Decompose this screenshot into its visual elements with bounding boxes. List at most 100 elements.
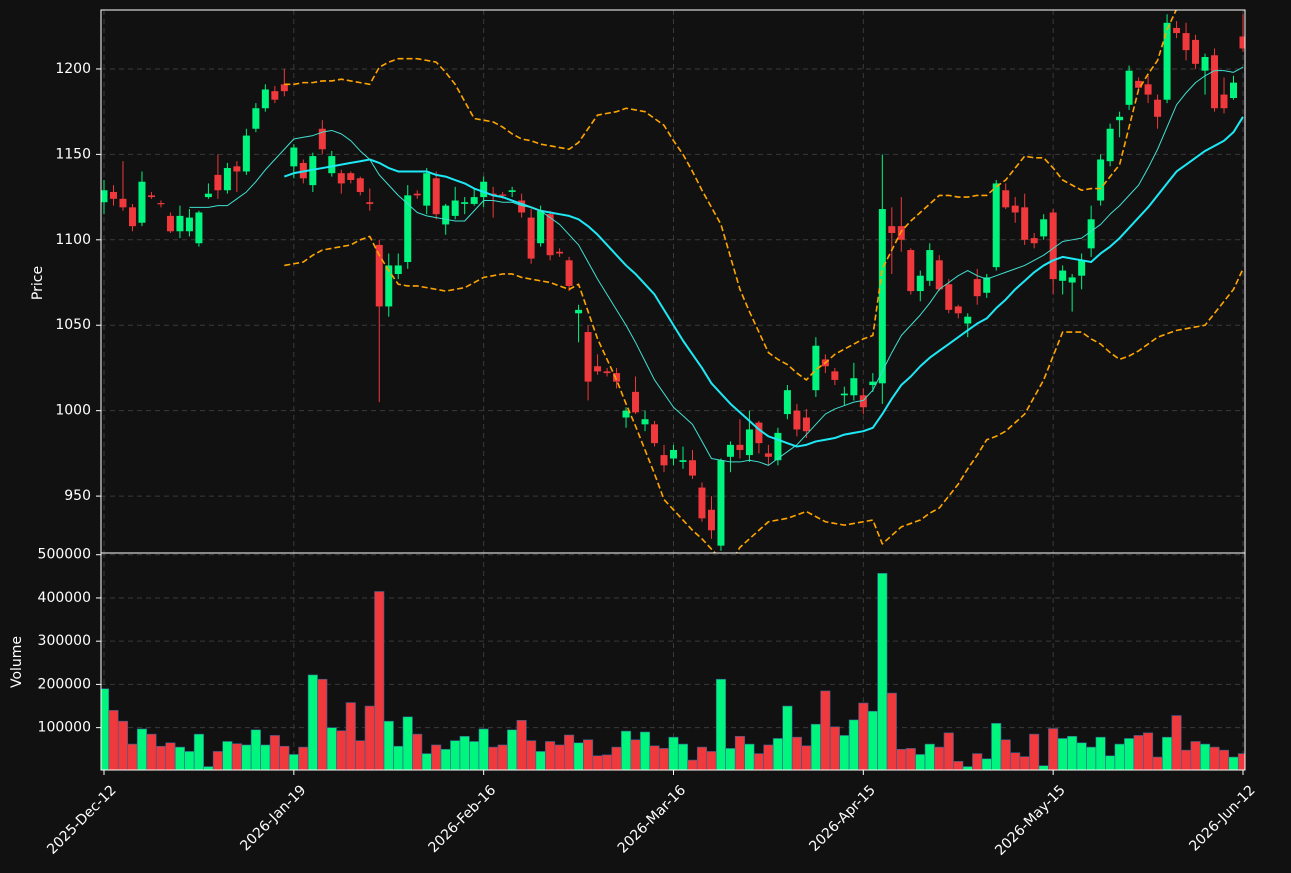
- volume-bar: [848, 719, 859, 770]
- volume-bar: [1133, 735, 1144, 770]
- volume-bar: [706, 751, 717, 770]
- candle-body: [850, 378, 858, 396]
- candle-body: [1040, 219, 1048, 237]
- grid: [101, 10, 1245, 770]
- candle-body: [736, 444, 744, 450]
- candle-body: [907, 250, 915, 292]
- volume-bar: [421, 753, 432, 770]
- volume-bar: [658, 748, 670, 770]
- candle-body: [480, 181, 488, 198]
- volume-bar: [222, 741, 233, 770]
- candle-body: [613, 373, 621, 382]
- volume-bar: [1209, 746, 1220, 770]
- volume-bar: [611, 746, 622, 770]
- candle-body: [318, 128, 326, 150]
- candle-body: [101, 190, 108, 203]
- volume-bar: [193, 733, 204, 770]
- candle-body: [128, 207, 136, 227]
- volume-bar: [573, 742, 584, 770]
- candle-body: [1068, 277, 1076, 283]
- candle-body: [774, 432, 782, 461]
- volume-bar: [545, 741, 556, 770]
- volume-bar: [1105, 755, 1116, 770]
- volume-bar: [279, 745, 290, 770]
- candle-body: [802, 417, 810, 432]
- candle-body: [745, 429, 753, 456]
- candle-body: [793, 410, 801, 430]
- candle-body: [840, 393, 848, 396]
- candle-body: [1182, 33, 1190, 51]
- volume-bar: [108, 710, 119, 770]
- candle-body: [1230, 82, 1238, 98]
- volume-bar: [497, 744, 508, 770]
- volume-bar: [696, 746, 708, 770]
- candle-body: [603, 371, 611, 374]
- candle-body: [878, 209, 886, 384]
- candle-body: [660, 455, 668, 466]
- candle-body: [764, 453, 772, 457]
- candle-body: [888, 226, 896, 233]
- volume-bar: [298, 746, 309, 770]
- candle-body: [622, 410, 630, 418]
- volume-bar: [829, 726, 840, 770]
- candle-body: [527, 217, 535, 259]
- volume-bar: [934, 746, 945, 770]
- volume-bar: [1010, 752, 1021, 770]
- volume-bar: [431, 744, 442, 770]
- candle-body: [119, 198, 127, 208]
- candle-body: [755, 422, 763, 444]
- candle-body: [1163, 22, 1171, 100]
- y-tick-label: 300000: [38, 633, 91, 649]
- candle-body: [783, 390, 791, 415]
- volume-bar: [668, 736, 679, 770]
- candle-body: [992, 183, 1000, 268]
- candle-body: [1144, 84, 1152, 95]
- volume-bar: [649, 745, 660, 770]
- volume-bar: [734, 735, 745, 770]
- volume-bar: [1228, 756, 1239, 770]
- volume-bar: [725, 748, 736, 770]
- volume-bar: [212, 751, 223, 770]
- volume-bar: [639, 731, 651, 770]
- candle-body: [575, 309, 583, 314]
- volume-bar: [687, 759, 698, 770]
- candle-body: [926, 250, 934, 281]
- candle-body: [594, 366, 602, 372]
- volume-bar: [127, 743, 138, 770]
- candle-body: [157, 203, 165, 205]
- candle-body: [679, 460, 687, 462]
- candle-body: [1059, 270, 1067, 281]
- volume-bar: [877, 573, 888, 770]
- candle-body: [1106, 128, 1114, 162]
- volume-bar: [772, 738, 783, 770]
- volume-bar: [535, 751, 546, 770]
- volume-bar: [469, 741, 480, 770]
- candle-body: [1087, 219, 1095, 249]
- candle-body: [508, 190, 516, 192]
- volume-bar: [1199, 743, 1211, 770]
- candle-body: [632, 391, 640, 413]
- volume-bar: [620, 730, 632, 770]
- volume-bar: [165, 742, 176, 770]
- candle-body: [983, 277, 991, 293]
- candle-body: [670, 449, 677, 459]
- volume-bar: [516, 719, 527, 770]
- volume-frame: [100, 552, 1246, 771]
- volume-bar: [858, 702, 869, 770]
- candle-body: [252, 108, 260, 129]
- volume-bar: [953, 761, 964, 770]
- candle-body: [442, 205, 450, 225]
- volume-bar: [1019, 756, 1030, 770]
- candle-body: [432, 178, 440, 215]
- volume-bar: [1067, 735, 1078, 770]
- volume-bar: [782, 705, 793, 770]
- candle-body: [556, 251, 564, 254]
- candle-body: [1125, 70, 1133, 105]
- candle-body: [954, 306, 962, 314]
- candle-body: [688, 460, 696, 476]
- volume-bar: [810, 723, 821, 770]
- volume-bar: [592, 755, 603, 770]
- candle-body: [859, 395, 867, 408]
